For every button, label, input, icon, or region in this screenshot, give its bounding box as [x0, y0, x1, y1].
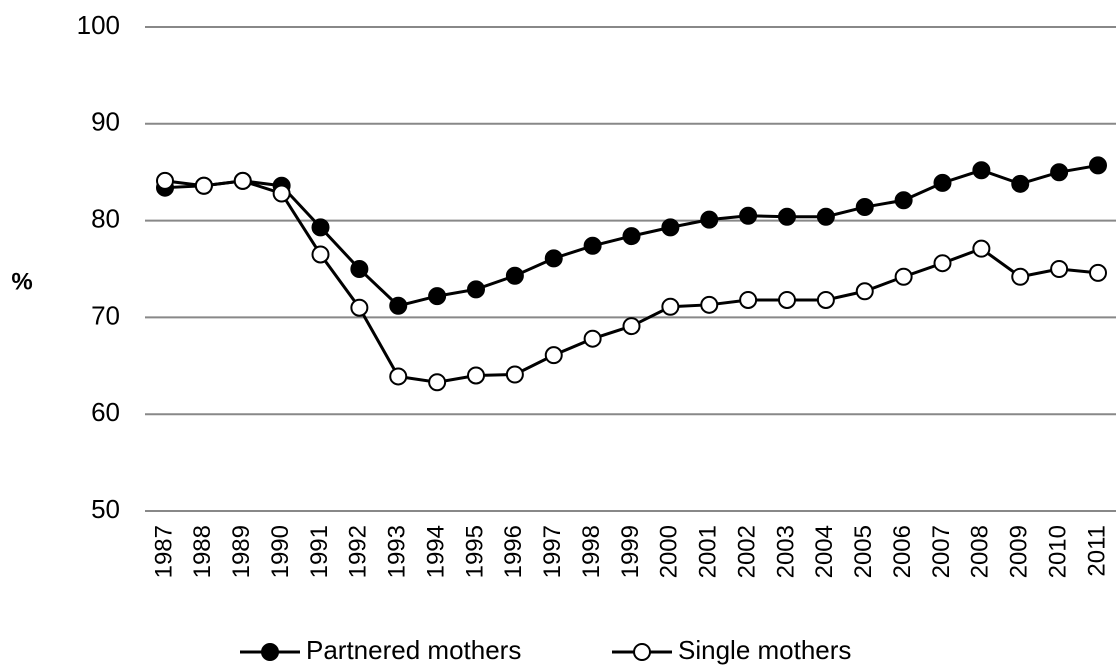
data-point	[505, 365, 524, 384]
data-point	[894, 191, 913, 210]
data-point	[428, 373, 447, 392]
data-point	[1050, 260, 1069, 278]
data-point	[583, 236, 602, 255]
x-tick-label: 1989	[228, 525, 255, 578]
x-tick-label: 1996	[500, 525, 527, 578]
data-point	[1050, 163, 1069, 182]
y-tick-label: 90	[91, 107, 120, 137]
x-tick-label: 2000	[656, 525, 683, 578]
x-tick-label: 2007	[928, 525, 955, 578]
data-point	[816, 290, 835, 309]
x-tick-label: 2008	[967, 525, 994, 578]
data-point	[1089, 263, 1107, 282]
data-point	[855, 282, 874, 301]
y-axis-label: %	[11, 268, 32, 295]
x-tick-label: 2004	[811, 525, 838, 578]
data-point	[544, 249, 563, 268]
data-point	[661, 297, 680, 316]
x-tick-label: 2001	[695, 525, 722, 578]
data-point	[622, 227, 641, 246]
x-tick-label: 2009	[1006, 525, 1033, 578]
data-point	[544, 346, 563, 365]
y-tick-label: 60	[91, 397, 120, 427]
x-tick-label: 2003	[772, 525, 799, 578]
data-point	[1011, 174, 1030, 193]
data-point	[933, 173, 952, 192]
y-tick-label: 100	[77, 10, 120, 40]
x-tick-label: 1992	[345, 525, 372, 578]
x-tick-label: 1995	[461, 525, 488, 578]
data-point	[467, 280, 485, 299]
data-point	[894, 267, 913, 286]
x-tick-label: 2010	[1044, 525, 1071, 578]
data-point	[933, 254, 952, 273]
x-tick-label: 1997	[539, 525, 566, 578]
data-point	[350, 260, 369, 278]
data-point	[311, 218, 330, 237]
data-point	[583, 329, 602, 348]
legend-marker	[633, 643, 651, 661]
data-point	[700, 210, 719, 229]
data-point	[739, 290, 758, 309]
data-point	[778, 290, 796, 309]
x-tick-label: 1998	[578, 525, 605, 578]
x-tick-label: 2002	[733, 525, 760, 578]
data-point	[156, 171, 174, 190]
data-point	[233, 171, 252, 190]
data-point	[855, 198, 874, 217]
data-point	[467, 366, 485, 385]
y-tick-label: 80	[91, 203, 120, 233]
x-tick-label: 1993	[384, 525, 411, 578]
data-point	[272, 184, 291, 203]
legend-item: Single mothers	[612, 635, 851, 665]
legend-label: Single mothers	[678, 635, 851, 665]
x-tick-label: 2011	[1083, 525, 1110, 577]
x-tick-label: 1999	[617, 525, 644, 578]
y-tick-label: 70	[91, 300, 120, 330]
x-tick-label: 1994	[422, 525, 449, 578]
data-point	[778, 207, 796, 226]
data-point	[428, 287, 447, 306]
data-point	[972, 239, 991, 258]
y-tick-label: 50	[91, 494, 120, 524]
data-point	[622, 317, 641, 336]
x-tick-label: 1990	[267, 525, 294, 578]
x-tick-label: 1987	[150, 525, 177, 578]
x-tick-label: 2005	[850, 525, 877, 578]
data-point	[816, 207, 835, 226]
legend-marker	[261, 643, 279, 661]
data-point	[739, 206, 758, 225]
data-point	[311, 245, 330, 264]
legend-label: Partnered mothers	[306, 635, 521, 665]
x-tick-label: 2006	[889, 525, 916, 578]
x-tick-label: 1988	[189, 525, 216, 578]
data-point	[700, 295, 719, 314]
data-point	[389, 296, 408, 315]
data-point	[350, 298, 369, 317]
data-point	[661, 218, 680, 237]
data-point	[194, 176, 213, 195]
data-point	[505, 266, 524, 285]
data-point	[1011, 267, 1030, 286]
data-point	[972, 161, 991, 180]
data-point	[1089, 156, 1107, 175]
legend-item: Partnered mothers	[240, 635, 521, 665]
x-tick-label: 1991	[306, 525, 333, 578]
data-point	[389, 367, 408, 386]
